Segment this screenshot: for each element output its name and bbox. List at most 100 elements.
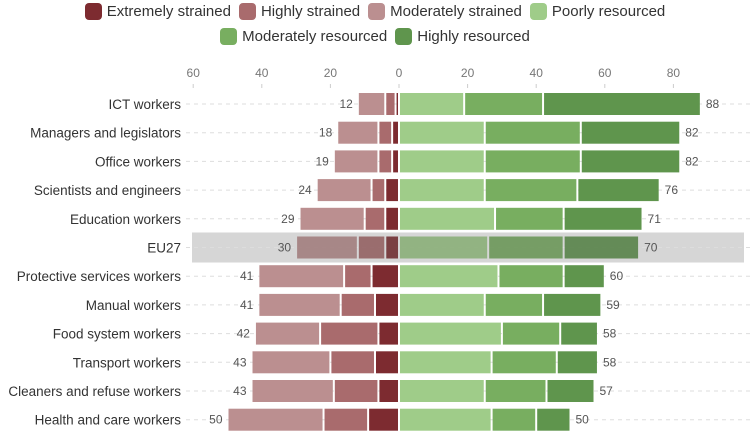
legend-swatch xyxy=(395,28,413,45)
strained-total-label: 41 xyxy=(240,269,254,283)
bar-segment xyxy=(564,236,639,259)
bar-segment xyxy=(400,408,491,431)
bar-segment xyxy=(297,236,357,259)
bar-segment xyxy=(465,93,543,115)
legend-item[interactable]: Poorly resourced xyxy=(529,1,666,22)
x-tick-label: 20 xyxy=(324,66,338,80)
legend-label: Highly resourced xyxy=(417,28,530,45)
bar-segment xyxy=(331,351,374,374)
bar-segment xyxy=(557,351,597,374)
legend-item[interactable]: Moderately strained xyxy=(368,1,522,22)
bar-segment xyxy=(259,293,340,316)
category-label: Manual workers xyxy=(86,298,182,313)
legend-item[interactable]: Highly strained xyxy=(238,1,361,22)
bar-segment xyxy=(492,351,556,374)
legend-label: Moderately strained xyxy=(390,3,522,20)
bar-segment xyxy=(393,150,398,173)
bar-segment xyxy=(324,408,368,431)
bar-segment xyxy=(400,179,484,202)
category-label: Transport workers xyxy=(73,355,182,370)
legend-item[interactable]: Extremely strained xyxy=(84,1,231,22)
bar-segment xyxy=(369,408,398,431)
x-tick-label: 40 xyxy=(255,66,269,80)
bar-segment xyxy=(578,179,659,202)
resourced-total-label: 82 xyxy=(685,154,699,168)
bar-segment xyxy=(341,293,374,316)
bar-segment xyxy=(252,380,333,402)
bar-segment xyxy=(400,322,501,345)
category-label: Health and care workers xyxy=(35,413,182,428)
strained-total-label: 24 xyxy=(298,183,312,197)
resourced-total-label: 59 xyxy=(606,298,620,312)
bar-segment xyxy=(317,179,371,202)
bar-segment xyxy=(502,322,560,345)
bar-segment xyxy=(400,121,484,144)
x-tick-label: 20 xyxy=(461,66,475,80)
bar-segment xyxy=(259,265,344,288)
legend-swatch xyxy=(529,3,547,20)
resourced-total-label: 50 xyxy=(576,413,590,427)
bar-segment xyxy=(485,150,580,173)
bar-segment xyxy=(379,121,392,144)
strained-total-label: 12 xyxy=(339,97,353,111)
legend-label: Highly strained xyxy=(260,3,361,20)
category-label: ICT workers xyxy=(108,97,181,112)
strained-total-label: 43 xyxy=(233,355,247,369)
bar-segment xyxy=(581,150,680,173)
category-label: Food system workers xyxy=(53,327,182,342)
strained-total-label: 41 xyxy=(240,298,254,312)
bar-segment xyxy=(334,380,378,402)
legend-swatch xyxy=(238,3,256,20)
legend-swatch xyxy=(84,3,102,20)
bar-segment xyxy=(386,207,398,230)
bar-segment xyxy=(334,150,378,173)
bar-segment xyxy=(375,351,398,374)
bar-segment xyxy=(372,179,385,202)
bar-segment xyxy=(561,322,597,345)
bar-segment xyxy=(544,293,601,316)
resourced-total-label: 58 xyxy=(603,327,617,341)
bar-segment xyxy=(564,265,604,288)
category-label: Education workers xyxy=(70,212,181,227)
bar-segment xyxy=(379,322,398,345)
strained-total-label: 19 xyxy=(315,154,329,168)
strained-total-label: 30 xyxy=(278,241,292,255)
bar-segment xyxy=(496,207,563,230)
legend-item[interactable]: Moderately resourced xyxy=(220,26,387,47)
bar-segment xyxy=(379,150,392,173)
strained-total-label: 50 xyxy=(209,413,223,427)
bar-segment xyxy=(544,93,700,115)
category-label: Scientists and engineers xyxy=(34,183,181,198)
bar-segment xyxy=(400,293,484,316)
bar-segment xyxy=(255,322,320,345)
resourced-total-label: 82 xyxy=(685,126,699,140)
bar-segment xyxy=(358,236,385,259)
legend-label: Poorly resourced xyxy=(551,3,666,20)
category-label: Cleaners and refuse workers xyxy=(8,384,181,399)
bar-segment xyxy=(365,207,385,230)
resourced-total-label: 76 xyxy=(665,183,679,197)
bar-segment xyxy=(386,93,395,115)
bar-segment xyxy=(485,121,580,144)
bar-segment xyxy=(375,293,398,316)
bar-segment xyxy=(537,408,570,431)
bar-segment xyxy=(321,322,378,345)
resourced-total-label: 60 xyxy=(610,269,624,283)
bar-segment xyxy=(564,207,642,230)
resourced-total-label: 71 xyxy=(648,212,662,226)
bar-segment xyxy=(485,293,543,316)
resourced-total-label: 88 xyxy=(706,97,720,111)
category-label: EU27 xyxy=(147,241,181,256)
legend-item[interactable]: Highly resourced xyxy=(395,26,530,47)
category-label: Managers and legislators xyxy=(30,126,181,141)
x-tick-label: 40 xyxy=(530,66,544,80)
bar-segment xyxy=(358,93,385,115)
bar-segment xyxy=(485,380,546,402)
bar-segment xyxy=(338,121,378,144)
x-tick-label: 60 xyxy=(598,66,612,80)
legend: Extremely strained Highly strained Moderat… xyxy=(0,0,750,51)
bar-segment xyxy=(300,207,364,230)
bar-segment xyxy=(547,380,594,402)
bar-segment xyxy=(372,265,398,288)
